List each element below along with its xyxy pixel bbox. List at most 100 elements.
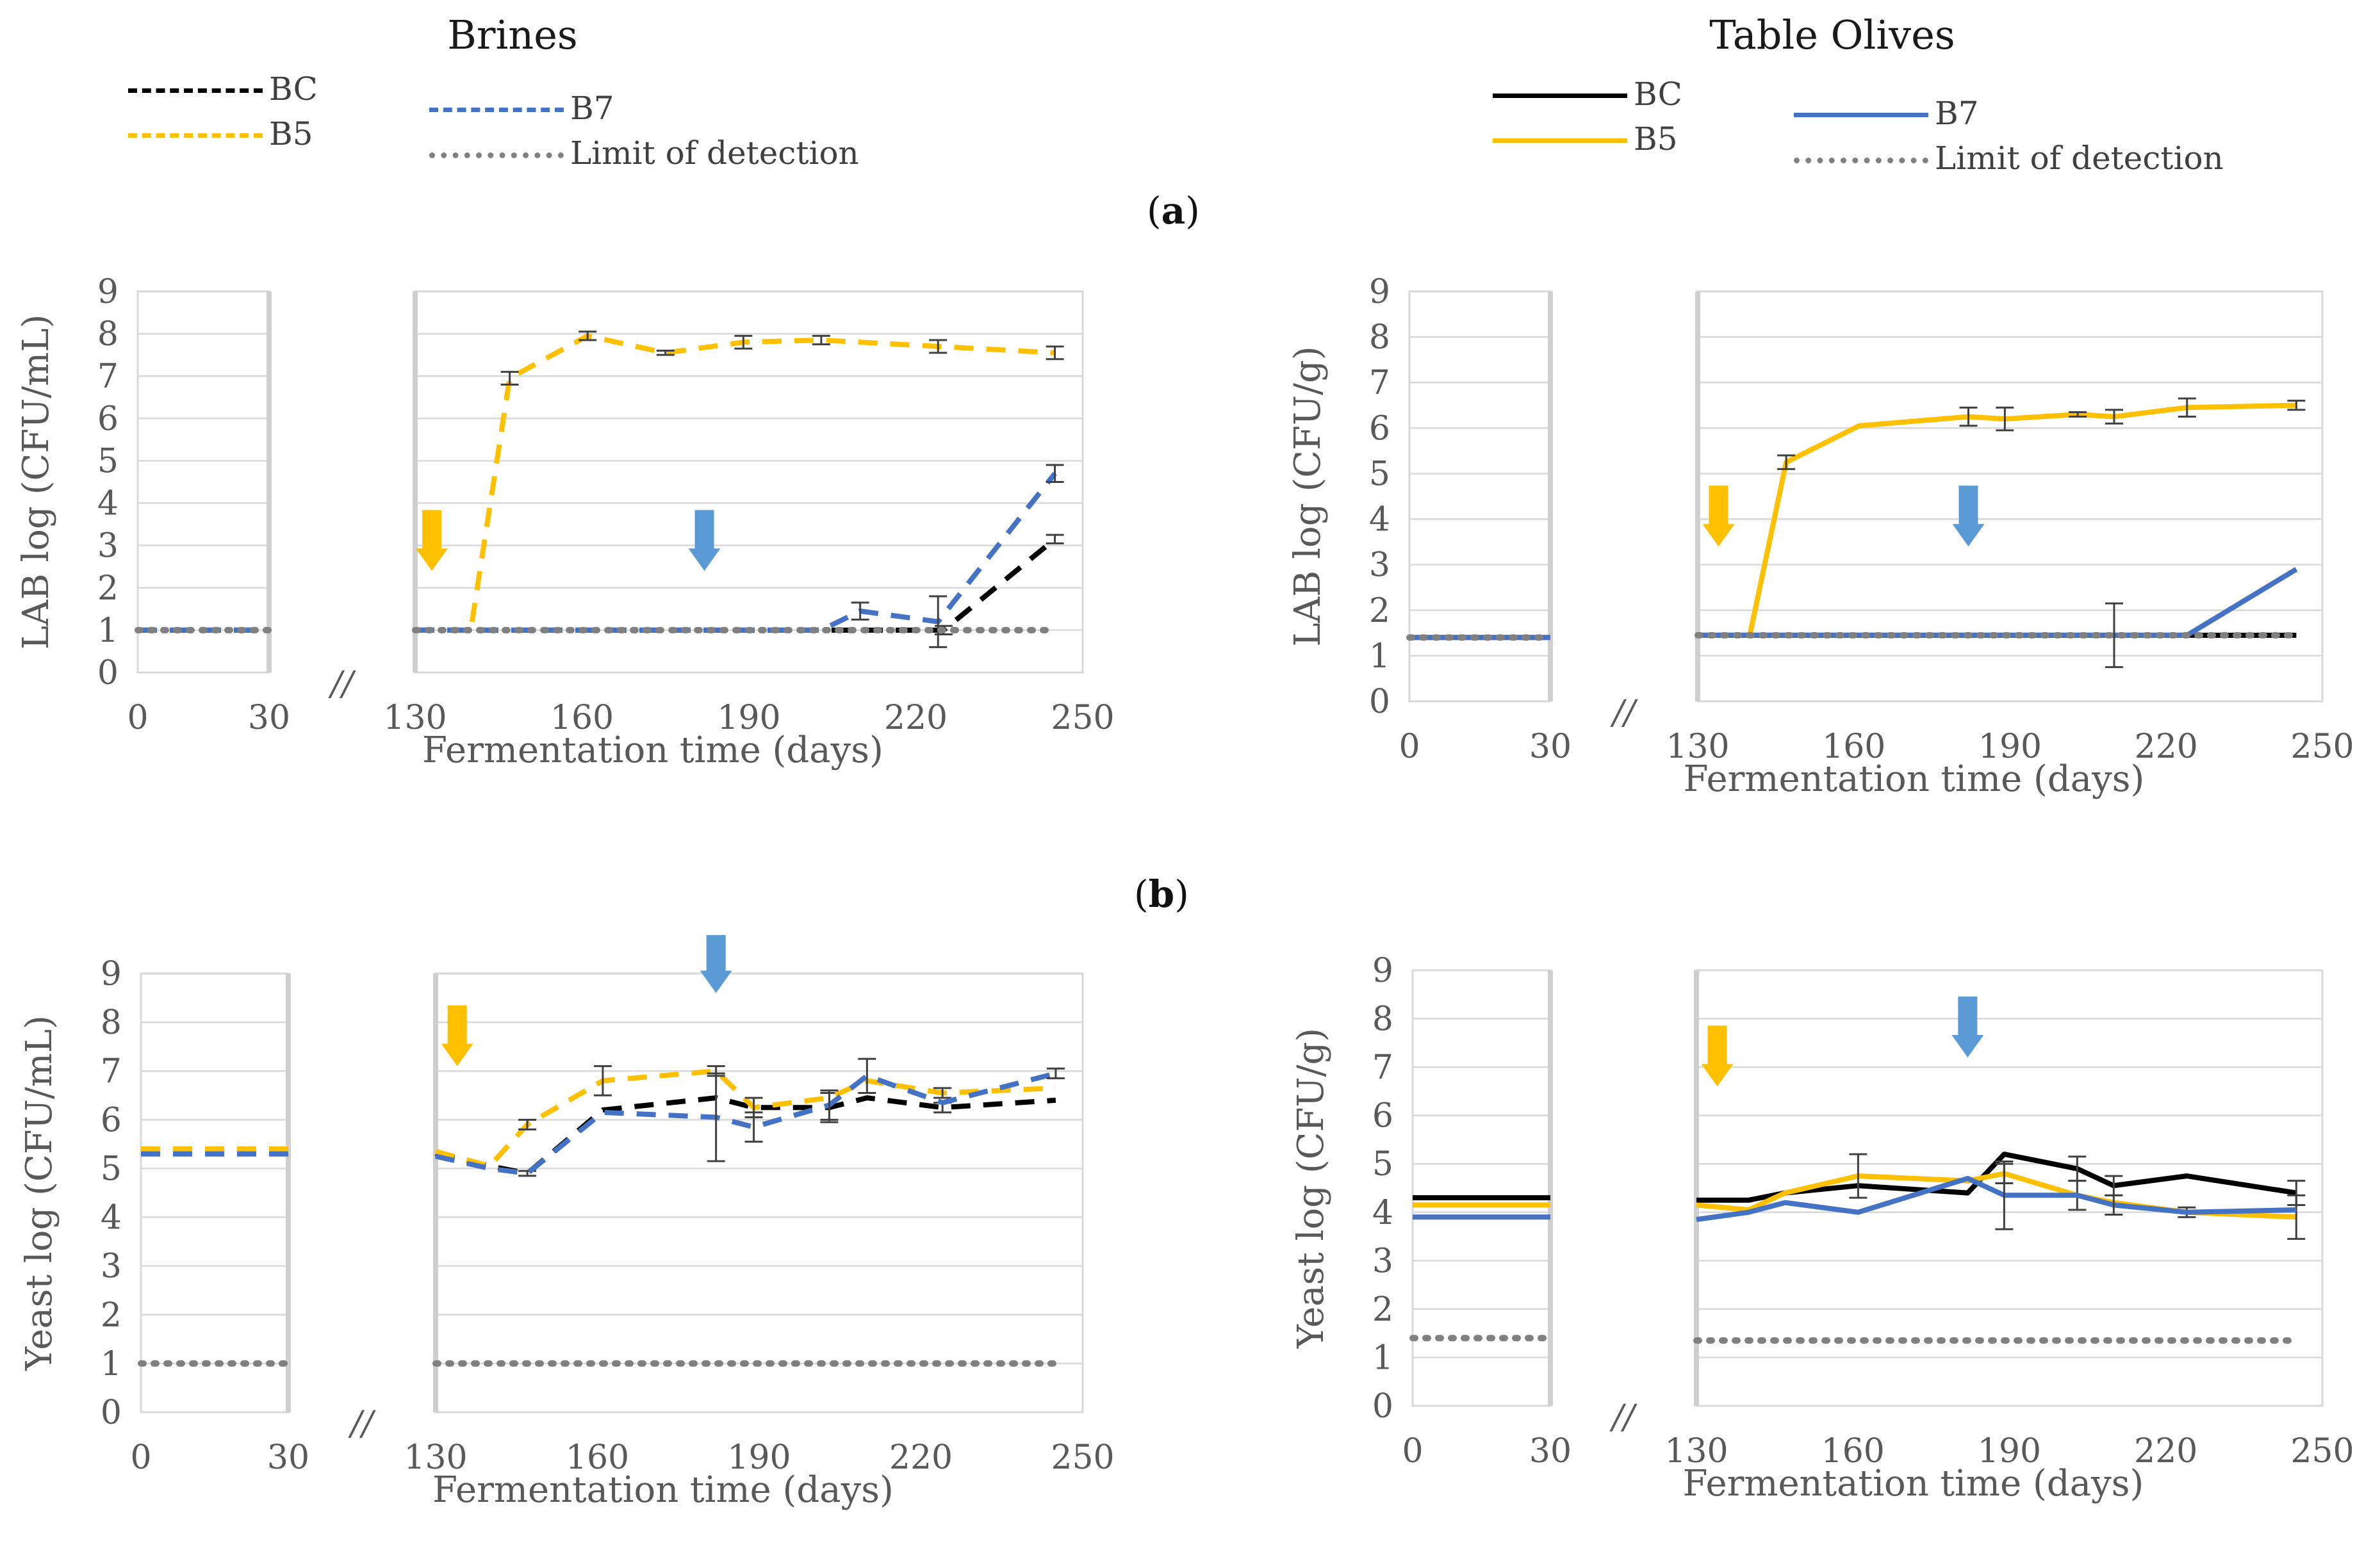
axis-break-mark: // [1609, 694, 1638, 732]
olives-header: Table Olives [1709, 12, 1955, 58]
x-tick-label: 190 [727, 1438, 791, 1477]
series-line-bc [415, 537, 1057, 633]
brines-legend-swatch [128, 133, 263, 138]
x-tick-label: 160 [1821, 1432, 1885, 1471]
x-axis-title: Fermentation time (days) [432, 1469, 894, 1511]
olives-legend-item-b7: B7 [1794, 95, 2306, 133]
y-tick-label: 1 [1372, 1339, 1393, 1377]
inoculation-arrow-yellow [1701, 1025, 1734, 1087]
y-axis-title: LAB log (CFU/mL) [15, 314, 57, 650]
brines-header: Brines [447, 12, 578, 58]
y-tick-label: 4 [97, 485, 119, 523]
x-tick-label: 190 [717, 699, 780, 737]
panel-label-a: (a) [1147, 189, 1200, 232]
y-tick-label: 4 [1369, 501, 1390, 539]
y-tick-label: 6 [97, 400, 119, 438]
y-tick-label: 0 [1369, 683, 1390, 721]
x-tick-label: 250 [1051, 1438, 1114, 1477]
plot-frame [136, 290, 270, 674]
y-tick-label: 6 [101, 1101, 122, 1139]
brines-legend-item-bc: BC [128, 70, 641, 109]
series-line-b7 [1698, 567, 2298, 638]
y-tick-label: 2 [101, 1296, 122, 1335]
x-axis-title: Fermentation time (days) [1684, 758, 2145, 800]
inoculation-arrow-yellow [441, 1005, 473, 1066]
y-tick-label: 0 [97, 654, 119, 692]
brines-legend-swatch [429, 108, 564, 112]
inoculation-arrow-blue [700, 935, 732, 993]
olives-legend-swatch [1794, 158, 1928, 163]
panel-label-b-text: b [1148, 872, 1175, 916]
y-tick-label: 8 [1369, 318, 1390, 357]
y-tick-label: 1 [101, 1345, 122, 1383]
inoculation-arrow-blue [688, 510, 721, 571]
y-tick-label: 7 [1369, 364, 1390, 402]
y-tick-label: 2 [1369, 592, 1390, 630]
brines-legend-item-b5: B5 [128, 115, 641, 154]
y-tick-label: 2 [1372, 1291, 1393, 1329]
x-tick-label: 160 [550, 699, 614, 737]
y-tick-label: 5 [1369, 455, 1390, 493]
axis-break-mark: // [347, 1405, 376, 1443]
x-tick-label: 30 [1529, 1432, 1572, 1471]
y-tick-label: 8 [97, 315, 119, 354]
olives-legend-swatch [1794, 113, 1928, 117]
olives-legend-item-b5: B5 [1493, 120, 2005, 159]
y-tick-label: 1 [97, 612, 119, 650]
olives-legend: BC B5 B7 Limit of detection [1493, 76, 2326, 184]
x-tick-label: 160 [566, 1438, 629, 1477]
x-tick-label: 0 [130, 1438, 151, 1477]
x-tick-label: 250 [2290, 1432, 2354, 1471]
series-line-bc [435, 1095, 1056, 1177]
inoculation-arrow-blue [1952, 485, 1985, 547]
brines-legend-swatch [429, 152, 564, 158]
y-tick-label: 2 [97, 569, 119, 608]
x-tick-label: 220 [2135, 728, 2198, 766]
axis-break-mark: // [327, 665, 356, 703]
series-line-b7 [415, 471, 1057, 633]
x-tick-label: 130 [404, 1438, 467, 1477]
y-tick-label: 7 [97, 357, 119, 396]
x-tick-label: 0 [1402, 1432, 1423, 1471]
brines-legend-label: B5 [269, 115, 313, 152]
x-tick-label: 30 [248, 699, 290, 737]
x-tick-label: 220 [889, 1438, 953, 1477]
y-tick-label: 0 [1372, 1387, 1393, 1426]
y-tick-label: 3 [97, 527, 119, 566]
olives-legend-swatch [1493, 138, 1627, 143]
axis-break-mark: // [1609, 1398, 1637, 1437]
panel-label-a-text: a [1161, 189, 1186, 232]
olives-legend-label: Limit of detection [1935, 140, 2224, 177]
series-line-b5 [415, 333, 1055, 633]
y-tick-label: 8 [101, 1004, 122, 1042]
olives-legend-label: BC [1634, 76, 1682, 113]
y-tick-label: 4 [1372, 1194, 1393, 1232]
olives-legend-swatch [1493, 94, 1627, 98]
y-tick-label: 6 [1372, 1097, 1393, 1136]
panel-label-b: (b) [1134, 872, 1189, 916]
x-tick-label: 30 [1529, 728, 1572, 766]
y-tick-label: 3 [101, 1248, 122, 1286]
plot-frame [434, 972, 1084, 1414]
y-axis-title: Yeast log (CFU/mL) [19, 1015, 60, 1371]
x-tick-label: 250 [1051, 699, 1114, 737]
y-tick-label: 7 [1372, 1048, 1393, 1087]
x-tick-label: 250 [2290, 728, 2354, 766]
y-tick-label: 5 [101, 1150, 122, 1188]
inoculation-arrow-yellow [416, 510, 448, 571]
series-line-bc [1696, 1152, 2297, 1203]
olives-yeast-chart: 0 1 2 3 4 5 6 7 8 9 0 30 130 160 190 220 250 // Fermentati… [1290, 952, 2354, 1504]
y-axis-title: LAB log (CFU/g) [1287, 346, 1329, 646]
inoculation-arrow-yellow [1702, 485, 1735, 547]
y-tick-label: 9 [101, 955, 122, 993]
y-tick-label: 3 [1369, 546, 1390, 585]
brines-legend-item-limit-of-detection: Limit of detection [429, 134, 942, 173]
series-line-b7 [1696, 1175, 2297, 1223]
brines-legend-label: B7 [570, 90, 614, 127]
brines-legend-label: BC [269, 70, 318, 108]
y-tick-label: 0 [101, 1394, 122, 1432]
x-tick-label: 130 [1664, 1432, 1728, 1471]
x-tick-label: 160 [1822, 728, 1885, 766]
y-tick-label: 7 [101, 1052, 122, 1091]
y-tick-label: 4 [101, 1199, 122, 1237]
